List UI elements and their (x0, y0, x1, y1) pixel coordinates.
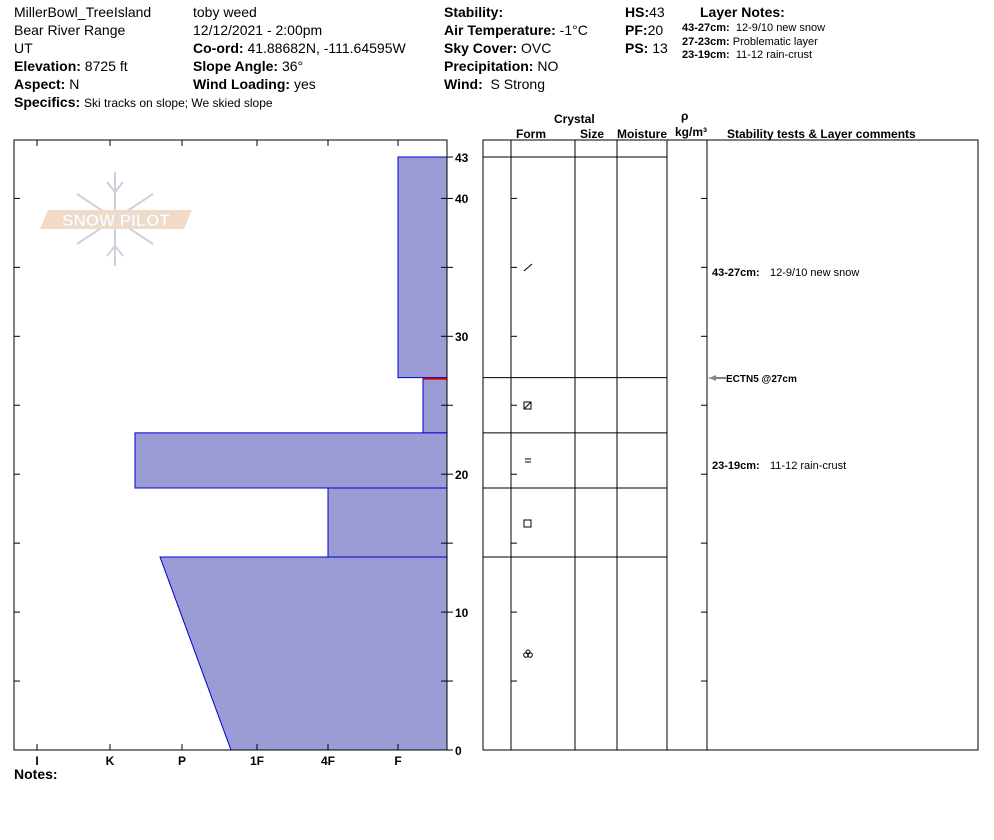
range: Bear River Range (14, 22, 126, 38)
wind: Wind: S Strong (444, 76, 546, 92)
hardness-layer-bar (327, 487, 448, 558)
layer-note: 27-23cm: Problematic layer (682, 36, 818, 48)
depth-label: 30 (455, 330, 469, 344)
depth-label: 0 (455, 744, 462, 758)
density-unit: kg/m³ (675, 125, 708, 139)
layer-note: 43-27cm: 12-9/10 new snow (682, 22, 826, 34)
melt-form-icon (523, 649, 533, 658)
hardness-layer-bar (397, 156, 448, 379)
depth-label: 10 (455, 606, 469, 620)
layer-comment-text: 11-12 rain-crust (770, 460, 846, 472)
hardness-label: 1F (250, 754, 264, 768)
state: UT (14, 40, 33, 56)
layer-note: 23-19cm: 11-12 rain-crust (682, 49, 813, 61)
density-symbol: ρ (681, 109, 689, 123)
slope-angle: Slope Angle: 36° (193, 58, 304, 74)
layer-comment: 43-27cm: (712, 267, 760, 279)
faceted-rounded-icon (523, 401, 532, 410)
size-header: Size (580, 127, 605, 141)
layer-notes-title: Layer Notes: (700, 4, 785, 20)
crystal-header: Crystal (554, 112, 595, 126)
depth-label: 43 (455, 151, 469, 165)
observer: toby weed (193, 4, 257, 20)
layer-comment-text: 12-9/10 new snow (770, 267, 859, 279)
pf: PF:20 (625, 22, 664, 38)
air-temperature: Air Temperature: -1°C (444, 22, 588, 38)
wind-loading: Wind Loading: yes (193, 76, 316, 92)
svg-text:SNOW PILOT: SNOW PILOT (62, 211, 170, 230)
hardness-layer-bar (159, 556, 448, 751)
elevation: Elevation: 8725 ft (14, 58, 128, 74)
layer-comment: 23-19cm: (712, 460, 760, 472)
location: MillerBowl_TreeIsland (14, 4, 152, 20)
faceted-crystal-icon (523, 519, 532, 528)
precipitation: Precipitation: NO (444, 58, 559, 74)
comments-header: Stability tests & Layer comments (727, 127, 916, 141)
datetime: 12/12/2021 - 2:00pm (193, 22, 323, 38)
hardness-plot-frame (13, 139, 448, 751)
form-header: Form (516, 127, 546, 141)
hardness-label: F (394, 754, 401, 768)
hardness-layer-bar (134, 432, 448, 489)
precip-particle-icon (523, 263, 533, 272)
hardness-label: I (35, 754, 38, 768)
depth-label: 20 (455, 468, 469, 482)
stability-test-result: ECTN5 @27cm (726, 374, 797, 385)
depth-label: 40 (455, 192, 469, 206)
hs: HS:43 (625, 4, 665, 20)
aspect: Aspect: N (14, 76, 80, 92)
layer-table-frame (482, 139, 979, 751)
notes-label: Notes: (14, 766, 58, 782)
crust-icon (525, 458, 531, 463)
specifics: Specifics: Ski tracks on slope; We skied… (14, 94, 273, 110)
ps: PS: 13 (625, 40, 668, 56)
stability: Stability: (444, 4, 504, 20)
hardness-label: P (178, 754, 186, 768)
stability-test-marker: ECTN5 @27cm (709, 374, 797, 385)
hardness-label: 4F (321, 754, 335, 768)
sky-cover: Sky Cover: OVC (444, 40, 552, 56)
hardness-label: K (106, 754, 115, 768)
coordinates: Co-ord: 41.88682N, -111.64595W (193, 40, 406, 56)
moisture-header: Moisture (617, 127, 668, 141)
snowpilot-logo: SNOW PILOT (40, 172, 192, 266)
